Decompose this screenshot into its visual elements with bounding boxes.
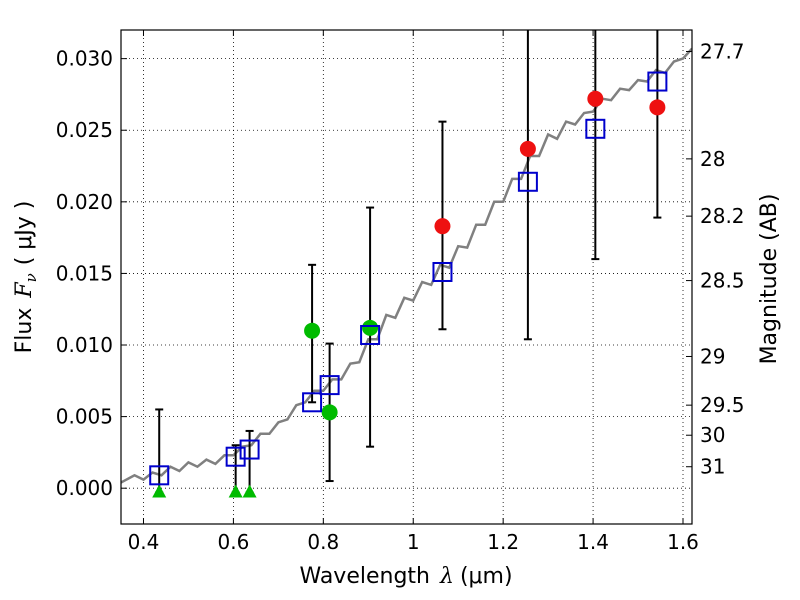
y-tick-label: 0.030: [56, 47, 113, 71]
y-tick-label: 0.010: [56, 333, 113, 357]
y2-axis-label: Magnitude (AB): [757, 194, 782, 365]
model-flux-marker: [432, 261, 453, 282]
x-tick-label: 0.6: [217, 530, 249, 554]
observed-flux-marker: [649, 99, 666, 116]
observed-flux-marker: [304, 322, 321, 339]
spectrum-line: [121, 47, 692, 484]
x-tick-label: 1.6: [667, 530, 699, 554]
x-tick-label: 1: [407, 530, 420, 554]
x-axis-label-unit: (μm): [460, 564, 513, 589]
model-flux-marker: [319, 375, 340, 396]
plot-area: [121, 30, 692, 498]
y2-axis-ticks: 27.7 28 28.2 28.5 29 29.5 30 31: [686, 39, 745, 479]
upper-limit-marker: [152, 484, 167, 498]
y-axis-label-subscript: ν: [22, 273, 40, 282]
y-tick-label: 0.025: [56, 118, 113, 142]
y-axis-label-unit: ( μJy ): [12, 201, 37, 266]
y-axis-ticks: 0.000 0.005 0.010 0.015 0.020 0.025 0.030: [56, 47, 127, 500]
x-tick-label: 1.4: [577, 530, 609, 554]
y-tick-label: 0.020: [56, 190, 113, 214]
y2-tick-label: 30: [700, 423, 725, 447]
observed-flux-marker: [434, 218, 451, 235]
y-axis-label: Flux Fν ( μJy ): [12, 201, 40, 354]
model-flux-marker: [647, 71, 668, 92]
y2-tick-label: 29: [700, 344, 725, 368]
model-flux-marker: [225, 446, 246, 467]
model-flux-marker: [360, 324, 381, 345]
y2-tick-label: 28.5: [700, 269, 745, 293]
model-flux-marker: [517, 171, 538, 192]
y-axis-label-text: Flux: [12, 308, 37, 354]
grid: [121, 30, 692, 524]
model-flux-marker: [149, 465, 170, 486]
observed-flux-marker: [362, 319, 379, 336]
y2-tick-label: 31: [700, 455, 725, 479]
model-points: [149, 71, 668, 486]
y2-tick-label: 28: [700, 147, 725, 171]
observed-points: [152, 90, 666, 498]
error-bars: [155, 30, 662, 494]
x-tick-label: 1.2: [487, 530, 519, 554]
y2-tick-label: 29.5: [700, 393, 745, 417]
model-flux-marker: [239, 439, 260, 460]
observed-flux-marker: [587, 90, 604, 107]
y2-tick-label: 27.7: [700, 39, 745, 63]
x-tick-label: 0.4: [128, 530, 160, 554]
upper-limit-marker: [228, 484, 243, 498]
y-axis-label-symbol: F: [12, 282, 37, 299]
x-axis-ticks: 0.4 0.6 0.8 1 1.2 1.4 1.6: [128, 30, 699, 554]
y-tick-label: 0.005: [56, 405, 113, 429]
y-tick-label: 0.000: [56, 476, 113, 500]
observed-flux-marker: [321, 404, 338, 421]
observed-flux-marker: [519, 140, 536, 157]
upper-limit-marker: [242, 484, 257, 498]
x-tick-label: 0.8: [307, 530, 339, 554]
y2-tick-label: 28.2: [700, 204, 745, 228]
x-axis-label-text: Wavelength: [299, 564, 430, 589]
model-flux-marker: [585, 118, 606, 139]
model-flux-marker: [302, 392, 323, 413]
x-axis-label-symbol: λ: [439, 564, 454, 589]
plot-frame: [120, 29, 693, 525]
x-axis-label: Wavelength λ (μm): [299, 564, 512, 589]
y-tick-label: 0.015: [56, 261, 113, 285]
